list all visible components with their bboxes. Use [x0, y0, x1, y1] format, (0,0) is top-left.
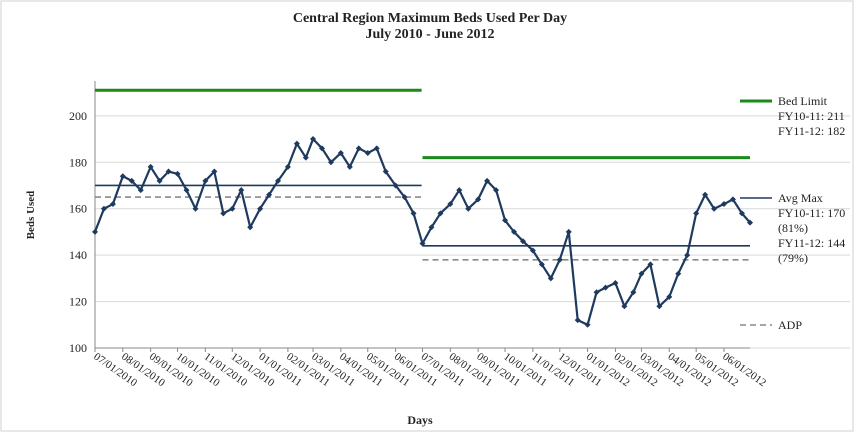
- data-point: [327, 159, 334, 166]
- chart-subtitle: July 2010 - June 2012: [365, 27, 494, 42]
- y-tick-label: 100: [69, 341, 87, 355]
- data-point: [656, 303, 663, 310]
- data-point: [392, 182, 399, 189]
- data-point: [519, 238, 526, 245]
- data-point: [419, 240, 426, 247]
- y-tick-label: 120: [69, 295, 87, 309]
- data-point: [465, 205, 472, 212]
- y-tick-label: 200: [69, 109, 87, 123]
- data-point: [574, 317, 581, 324]
- data-point: [92, 228, 98, 235]
- data-point: [156, 177, 163, 184]
- data-point: [147, 163, 154, 170]
- data-point: [174, 170, 181, 177]
- legend-label: ADP: [778, 318, 802, 332]
- data-point: [621, 303, 628, 310]
- data-point: [319, 145, 326, 152]
- legend-label: Avg Max: [778, 191, 823, 205]
- chart-frame: [0, 0, 854, 432]
- data-point: [128, 177, 135, 184]
- y-axis-label: Beds Used: [25, 191, 37, 240]
- data-point: [456, 187, 463, 194]
- data-point: [428, 224, 435, 231]
- data-point: [373, 145, 380, 152]
- data-point: [593, 289, 600, 296]
- data-point: [337, 149, 344, 156]
- data-point: [747, 219, 753, 226]
- legend-detail: FY11-12: 144: [778, 236, 845, 250]
- data-point: [493, 187, 500, 194]
- data-point: [437, 210, 444, 217]
- data-point: [229, 205, 236, 212]
- data-point: [284, 163, 291, 170]
- y-tick-label: 180: [69, 155, 87, 169]
- data-point: [565, 228, 572, 235]
- y-tick-label: 160: [69, 202, 87, 216]
- y-tick-label: 140: [69, 248, 87, 262]
- data-point: [675, 270, 682, 277]
- data-point: [346, 163, 353, 170]
- data-point: [556, 256, 563, 263]
- data-point: [247, 224, 254, 231]
- data-point: [475, 196, 482, 203]
- data-point: [738, 210, 745, 217]
- data-point: [529, 247, 536, 254]
- legend-detail: FY11-12: 182: [778, 124, 845, 138]
- data-point: [183, 187, 190, 194]
- data-point: [137, 187, 144, 194]
- data-point: [630, 289, 637, 296]
- legend-detail: (81%): [778, 221, 808, 235]
- data-point: [647, 261, 654, 268]
- data-point: [711, 205, 718, 212]
- data-point: [684, 252, 691, 259]
- legend-label: Bed Limit: [778, 94, 828, 108]
- data-point: [211, 168, 218, 175]
- data-point: [364, 149, 371, 156]
- data-point: [666, 293, 673, 300]
- data-point: [382, 168, 389, 175]
- data-point: [693, 210, 700, 217]
- data-point: [310, 136, 317, 143]
- data-point: [293, 140, 300, 147]
- data-point: [538, 261, 545, 268]
- legend-detail: FY10-11: 211: [778, 109, 845, 123]
- data-point: [502, 217, 509, 224]
- data-point: [275, 177, 282, 184]
- data-point: [702, 191, 709, 198]
- data-point: [119, 173, 126, 180]
- data-point: [202, 177, 209, 184]
- data-point: [355, 145, 362, 152]
- data-point: [266, 191, 273, 198]
- data-point: [720, 201, 727, 208]
- data-point: [612, 279, 619, 286]
- data-point: [410, 210, 417, 217]
- data-point: [401, 194, 408, 201]
- data-point: [584, 321, 591, 328]
- legend-detail: (79%): [778, 251, 808, 265]
- data-point: [638, 270, 645, 277]
- chart-title: Central Region Maximum Beds Used Per Day: [293, 11, 567, 26]
- data-point: [302, 154, 309, 161]
- data-point: [192, 205, 199, 212]
- data-point: [165, 168, 172, 175]
- data-point: [729, 196, 736, 203]
- data-point: [602, 284, 609, 291]
- data-point: [547, 275, 554, 282]
- data-point: [220, 210, 227, 217]
- data-point: [238, 187, 245, 194]
- data-point: [447, 201, 454, 208]
- data-point: [257, 205, 264, 212]
- legend-detail: FY10-11: 170: [778, 206, 845, 220]
- data-point: [484, 177, 491, 184]
- data-point: [511, 228, 518, 235]
- data-point: [100, 205, 107, 212]
- data-point: [109, 201, 116, 208]
- x-axis-label: Days: [407, 413, 433, 427]
